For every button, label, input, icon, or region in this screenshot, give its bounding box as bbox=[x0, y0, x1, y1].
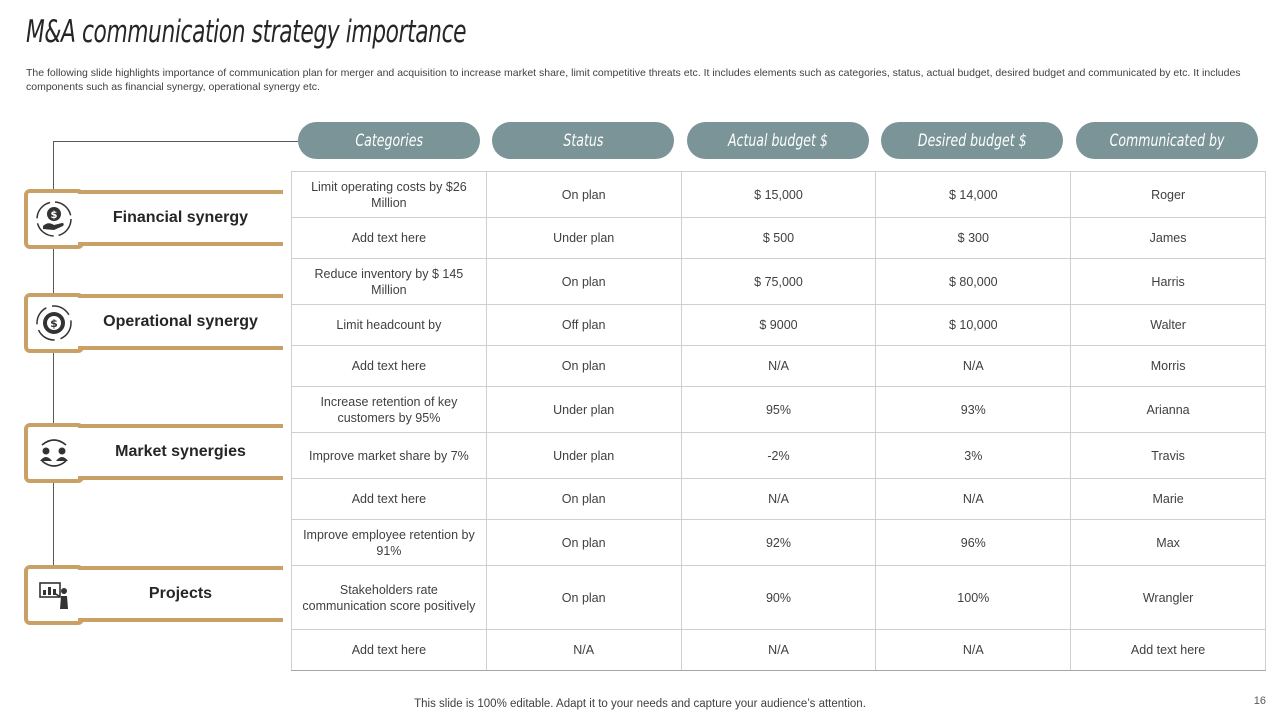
cell-status: Under plan bbox=[485, 386, 682, 433]
cell-desired-budget: $ 14,000 bbox=[875, 171, 1072, 218]
cell-status: On plan bbox=[485, 519, 682, 566]
cell-desired-budget: $ 10,000 bbox=[875, 304, 1072, 346]
svg-text:$: $ bbox=[51, 210, 58, 221]
cell-desired-budget: 3% bbox=[875, 432, 1072, 479]
table-row: Limit headcount by Off plan $ 9000 $ 10,000… bbox=[291, 304, 1266, 346]
header-categories: Categories bbox=[298, 122, 480, 159]
cell-status: Under plan bbox=[485, 432, 682, 479]
cell-actual-budget: $ 9000 bbox=[680, 304, 877, 346]
page-number: 16 bbox=[1253, 695, 1266, 707]
header-desired-budget: Desired budget $ bbox=[881, 122, 1063, 159]
cell-category: Add text here bbox=[291, 629, 487, 671]
table-row: Add text here N/A N/A N/A Add text here bbox=[291, 629, 1266, 671]
cell-status: On plan bbox=[485, 478, 682, 520]
cell-actual-budget: N/A bbox=[680, 345, 877, 387]
cell-category: Limit headcount by bbox=[291, 304, 487, 346]
data-table: Limit operating costs by $26 Million On p… bbox=[291, 171, 1266, 671]
cell-category: Add text here bbox=[291, 478, 487, 520]
cell-communicated-by: Morris bbox=[1070, 345, 1266, 387]
cell-desired-budget: N/A bbox=[875, 478, 1072, 520]
cell-communicated-by: Travis bbox=[1070, 432, 1266, 479]
cell-category: Improve employee retention by 91% bbox=[291, 519, 487, 566]
cell-actual-budget: N/A bbox=[680, 629, 877, 671]
cell-category: Improve market share by 7% bbox=[291, 432, 487, 479]
synergy-projects: Projects bbox=[78, 566, 283, 622]
table-row: Add text here On plan N/A N/A Marie bbox=[291, 478, 1266, 520]
table-row: Stakeholders rate communication score po… bbox=[291, 565, 1266, 630]
cell-desired-budget: N/A bbox=[875, 629, 1072, 671]
cell-status: On plan bbox=[485, 258, 682, 305]
money-hand-icon: $ bbox=[36, 201, 72, 237]
header-actual-budget: Actual budget $ bbox=[687, 122, 869, 159]
cell-communicated-by: James bbox=[1070, 217, 1266, 259]
table-row: Improve employee retention by 91% On plan… bbox=[291, 519, 1266, 566]
financial-synergy-icon-box: $ bbox=[24, 189, 84, 249]
table-row: Limit operating costs by $26 Million On p… bbox=[291, 171, 1266, 218]
market-synergies-icon-box bbox=[24, 423, 84, 483]
cell-status: Off plan bbox=[485, 304, 682, 346]
cell-communicated-by: Roger bbox=[1070, 171, 1266, 218]
cell-status: N/A bbox=[485, 629, 682, 671]
cell-desired-budget: $ 300 bbox=[875, 217, 1072, 259]
cell-actual-budget: 92% bbox=[680, 519, 877, 566]
header-status: Status bbox=[492, 122, 674, 159]
cell-desired-budget: N/A bbox=[875, 345, 1072, 387]
cell-status: On plan bbox=[485, 345, 682, 387]
cell-desired-budget: $ 80,000 bbox=[875, 258, 1072, 305]
table-row: Add text here On plan N/A N/A Morris bbox=[291, 345, 1266, 387]
presentation-icon bbox=[39, 582, 68, 609]
cell-category: Stakeholders rate communication score po… bbox=[291, 565, 487, 630]
cell-category: Reduce inventory by $ 145 Million bbox=[291, 258, 487, 305]
cell-status: On plan bbox=[485, 171, 682, 218]
cell-communicated-by: Add text here bbox=[1070, 629, 1266, 671]
page-title: M&A communication strategy importance bbox=[26, 14, 467, 50]
table-row: Add text here Under plan $ 500 $ 300 James bbox=[291, 217, 1266, 259]
cell-communicated-by: Harris bbox=[1070, 258, 1266, 305]
cell-communicated-by: Max bbox=[1070, 519, 1266, 566]
operational-synergy-icon-box: $ bbox=[24, 293, 84, 353]
cell-actual-budget: 95% bbox=[680, 386, 877, 433]
table-row: Reduce inventory by $ 145 Million On plan… bbox=[291, 258, 1266, 305]
cell-communicated-by: Wrangler bbox=[1070, 565, 1266, 630]
page-subtitle: The following slide highlights importanc… bbox=[26, 67, 1241, 93]
header-communicated-by: Communicated by bbox=[1076, 122, 1258, 159]
cell-status: Under plan bbox=[485, 217, 682, 259]
cell-communicated-by: Walter bbox=[1070, 304, 1266, 346]
cell-communicated-by: Marie bbox=[1070, 478, 1266, 520]
cell-actual-budget: $ 75,000 bbox=[680, 258, 877, 305]
table-row: Improve market share by 7% Under plan -2% 3… bbox=[291, 432, 1266, 479]
synergy-operational: Operational synergy bbox=[78, 294, 283, 350]
cell-category: Add text here bbox=[291, 345, 487, 387]
cell-category: Limit operating costs by $26 Million bbox=[291, 171, 487, 218]
cell-category: Add text here bbox=[291, 217, 487, 259]
svg-text:$: $ bbox=[50, 317, 58, 330]
synergy-financial: Financial synergy bbox=[78, 190, 283, 246]
cell-desired-budget: 100% bbox=[875, 565, 1072, 630]
cell-desired-budget: 93% bbox=[875, 386, 1072, 433]
synergy-market: Market synergies bbox=[78, 424, 283, 480]
cell-status: On plan bbox=[485, 565, 682, 630]
cell-actual-budget: -2% bbox=[680, 432, 877, 479]
cell-actual-budget: $ 500 bbox=[680, 217, 877, 259]
cell-actual-budget: $ 15,000 bbox=[680, 171, 877, 218]
connector-line-horizontal bbox=[53, 141, 298, 142]
cell-category: Increase retention of key customers by 9… bbox=[291, 386, 487, 433]
cell-actual-budget: 90% bbox=[680, 565, 877, 630]
dollar-gear-icon: $ bbox=[36, 305, 72, 341]
cell-actual-budget: N/A bbox=[680, 478, 877, 520]
cell-communicated-by: Arianna bbox=[1070, 386, 1266, 433]
projects-icon-box bbox=[24, 565, 84, 625]
connector-line-vertical bbox=[53, 141, 54, 590]
cell-desired-budget: 96% bbox=[875, 519, 1072, 566]
footer-note: This slide is 100% editable. Adapt it to… bbox=[414, 698, 866, 710]
table-row: Increase retention of key customers by 9… bbox=[291, 386, 1266, 433]
people-exchange-icon bbox=[40, 439, 68, 467]
